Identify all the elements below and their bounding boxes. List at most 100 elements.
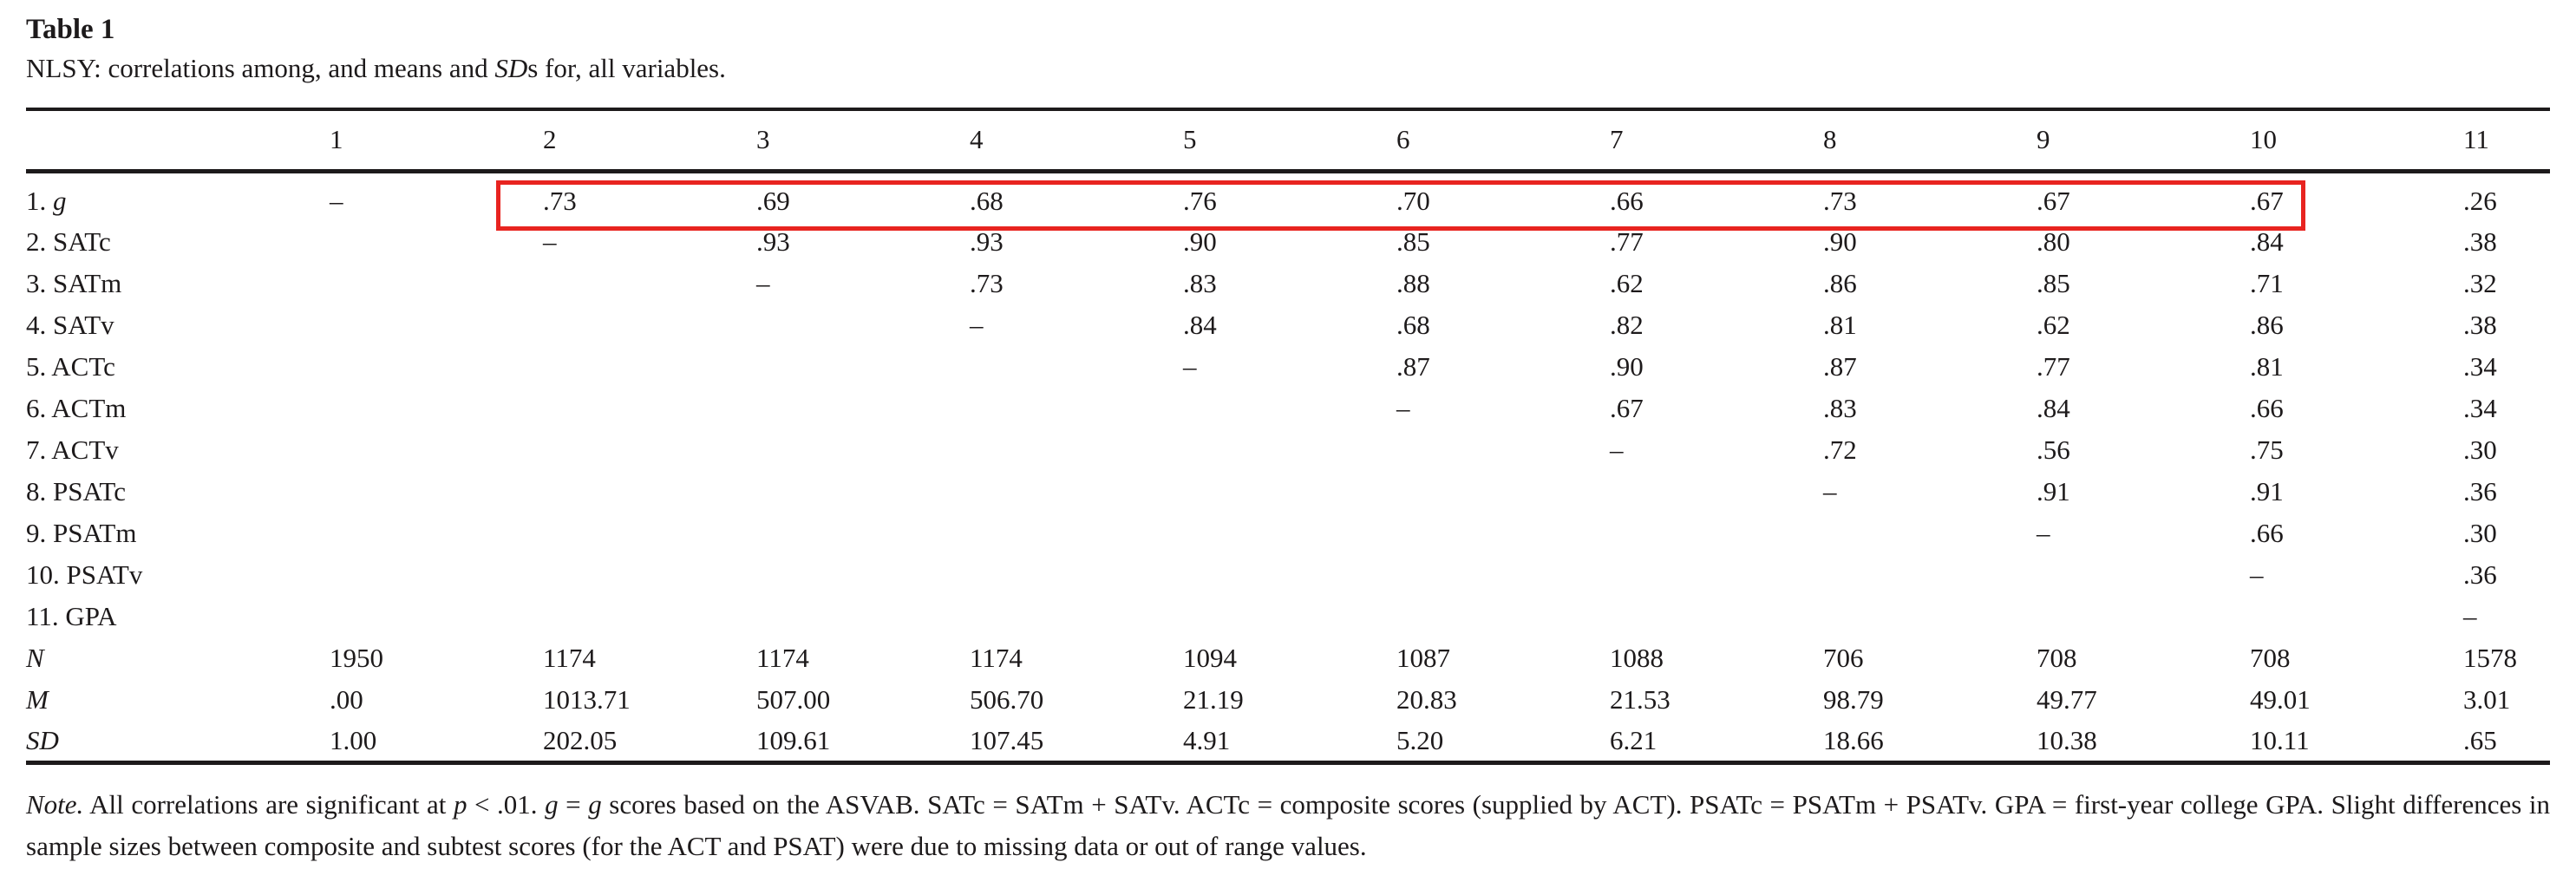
cell: .73 — [1823, 185, 1857, 216]
cell — [330, 471, 543, 513]
cell — [330, 304, 543, 346]
cell: .88 — [1396, 268, 1430, 298]
text-segment: g — [545, 788, 559, 820]
cell: .86 — [1823, 268, 1857, 298]
cell: 5.20 — [1396, 724, 1444, 755]
cell: 21.19 — [1183, 684, 1244, 715]
cell — [543, 429, 756, 471]
row-label: 2. SATc — [26, 221, 330, 263]
text-segment: M — [26, 684, 49, 715]
cell — [1183, 554, 1396, 596]
cell: .30 — [2463, 518, 2497, 548]
table-row: 1. g – .73.69.68.76.70.66.73.67.67.26 — [26, 171, 2550, 221]
cell — [330, 596, 543, 637]
table-row: 2. SATc – .93 .93 .90 .85 .77 .90 .80 .84 .38 — [26, 221, 2550, 263]
cell: .68 — [1396, 310, 1430, 340]
cell — [1610, 471, 1823, 513]
column-header: 9 — [2037, 109, 2250, 173]
column-header: 5 — [1183, 109, 1396, 173]
cell: .84 — [2037, 393, 2070, 423]
cell — [543, 346, 756, 388]
cell: – — [330, 185, 343, 216]
text-segment: g — [53, 185, 67, 216]
cell — [330, 346, 543, 388]
cell — [1183, 596, 1396, 637]
cell: .84 — [1183, 310, 1217, 340]
text-segment: All correlations are significant at — [83, 788, 454, 820]
cell: 4.91 — [1183, 724, 1231, 755]
cell: 20.83 — [1396, 684, 1457, 715]
cell — [543, 554, 756, 596]
cell — [543, 388, 756, 429]
column-header: 3 — [756, 109, 970, 173]
cell: 507.00 — [756, 684, 831, 715]
table-title: Table 1 — [26, 14, 115, 45]
cell: 1088 — [1610, 643, 1664, 673]
cell: 6.21 — [1610, 724, 1657, 755]
table-row: 9. PSATm – .66 .30 — [26, 513, 2550, 554]
cell: 3.01 — [2463, 684, 2511, 715]
cell — [756, 513, 970, 554]
text-segment: 1. — [26, 185, 53, 216]
cell: .71 — [2250, 268, 2284, 298]
column-header: 6 — [1396, 109, 1610, 173]
row-label: 10. PSATv — [26, 554, 330, 596]
cell — [543, 471, 756, 513]
cell — [543, 513, 756, 554]
cell: 18.66 — [1823, 724, 1884, 755]
cell: 98.79 — [1823, 684, 1884, 715]
cell — [756, 388, 970, 429]
cell: 10.38 — [2037, 724, 2097, 755]
row-label: SD — [26, 721, 330, 762]
cell: .83 — [1823, 393, 1857, 423]
table-row: 8. PSATc – .91 .91 .36 — [26, 471, 2550, 513]
column-header: 10 — [2250, 109, 2463, 173]
cell — [2250, 596, 2463, 637]
cell: .36 — [2463, 476, 2497, 506]
row-label: 11. GPA — [26, 596, 330, 637]
cell — [1396, 471, 1610, 513]
table-subtitle: NLSY: correlations among, and means and … — [26, 49, 2550, 88]
cell: – — [970, 310, 984, 340]
cell — [2037, 596, 2250, 637]
cell: 1174 — [543, 643, 596, 673]
cell: 506.70 — [970, 684, 1044, 715]
cell — [330, 554, 543, 596]
cell: .62 — [1610, 268, 1644, 298]
cell: .38 — [2463, 310, 2497, 340]
cell — [756, 554, 970, 596]
table-note: Note. All correlations are significant a… — [26, 784, 2550, 867]
cell — [970, 388, 1183, 429]
table-row: 3. SATm – .73 .83 .88 .62 .86 .85 .71 .32 — [26, 263, 2550, 304]
cell: .73 — [543, 185, 577, 216]
text-segment: 2. SATc — [26, 226, 111, 257]
cell — [970, 346, 1183, 388]
cell: .77 — [2037, 351, 2070, 382]
cell: – — [1823, 476, 1837, 506]
text-segment: 4. SATv — [26, 310, 114, 340]
cell: 49.01 — [2250, 684, 2311, 715]
cell: .72 — [1823, 434, 1857, 465]
cell — [1183, 513, 1396, 554]
text-segment: < .01. — [467, 788, 546, 820]
cell: 708 — [2037, 643, 2077, 673]
cell: .90 — [1823, 226, 1857, 257]
text-segment: p — [453, 788, 467, 820]
text-segment: Note. — [26, 788, 84, 820]
text-segment: 9. PSATm — [26, 518, 137, 548]
column-header: 11 — [2463, 109, 2550, 173]
cell: .77 — [1610, 226, 1644, 257]
cell: .26 — [2463, 185, 2497, 216]
cell: 21.53 — [1610, 684, 1670, 715]
cell: .66 — [1610, 185, 1644, 216]
cell: .87 — [1396, 351, 1430, 382]
cell — [330, 388, 543, 429]
cell: .84 — [2250, 226, 2284, 257]
cell — [1823, 513, 2037, 554]
cell: 708 — [2250, 643, 2291, 673]
text-segment: s for, all variables. — [527, 53, 726, 83]
cell — [543, 304, 756, 346]
column-header: 2 — [543, 109, 756, 173]
text-segment: N — [26, 643, 44, 673]
cell: .73 — [970, 268, 1004, 298]
